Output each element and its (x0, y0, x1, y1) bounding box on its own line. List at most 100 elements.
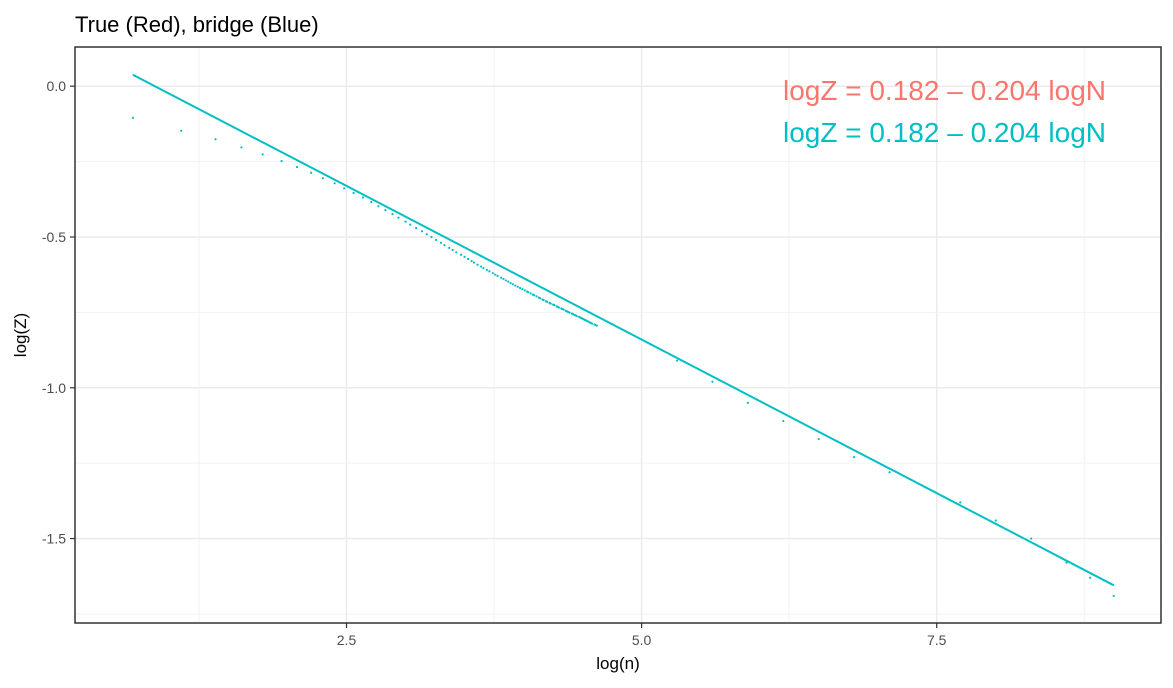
data-point (404, 220, 407, 223)
data-point (959, 501, 962, 504)
data-point (443, 244, 446, 247)
data-point (553, 304, 556, 307)
x-axis-title: log(n) (596, 654, 639, 673)
data-point (514, 284, 517, 287)
data-point (521, 288, 524, 291)
data-point (504, 279, 507, 282)
data-point (507, 280, 510, 283)
data-point (397, 216, 400, 219)
data-point (533, 294, 536, 297)
data-point (502, 277, 505, 281)
data-point (476, 263, 479, 266)
panel-border (74, 46, 1162, 624)
y-tick-label: -1.5 (42, 531, 66, 547)
data-point (479, 265, 483, 268)
equation-label-bridge: logZ = 0.182 – 0.204 logN (783, 117, 1106, 148)
data-point (472, 261, 476, 264)
axis-layer: 2.5 5.0 7.5 0.0 -0.5 -1.0 -1.5 (42, 78, 947, 648)
data-point (675, 359, 679, 362)
data-point (470, 260, 473, 263)
y-tick-label: -1.0 (42, 380, 66, 396)
data-point (295, 165, 299, 169)
data-point (430, 235, 433, 239)
data-point (482, 266, 485, 270)
fit-line (132, 73, 1115, 587)
data-point (549, 302, 552, 305)
data-point (180, 129, 183, 132)
data-point (370, 200, 373, 204)
data-point (711, 380, 714, 383)
data-point (466, 257, 470, 261)
data-point (511, 283, 515, 286)
data-point (343, 187, 346, 190)
data-point (463, 255, 466, 258)
data-point (1030, 537, 1033, 540)
y-axis-title: log(Z) (11, 313, 30, 357)
data-point (488, 270, 491, 273)
data-point (352, 191, 355, 195)
y-tick-label: -0.5 (42, 229, 66, 245)
data-point (546, 300, 549, 303)
data-point (455, 251, 458, 254)
data-point (435, 238, 438, 242)
data-point (527, 291, 530, 294)
data-point (261, 153, 264, 156)
x-tick-label: 5.0 (632, 632, 652, 648)
chart-title: True (Red), bridge (Blue) (75, 12, 319, 37)
data-point (557, 306, 561, 309)
data-point (409, 223, 412, 226)
data-point (439, 241, 443, 244)
data-point (595, 324, 598, 327)
data-point (538, 297, 542, 300)
data-point (321, 177, 324, 180)
data-point (280, 159, 283, 163)
data-point (1089, 576, 1092, 579)
data-point (562, 308, 565, 311)
equation-label-true: logZ = 0.182 – 0.204 logN (783, 75, 1106, 106)
data-point (384, 209, 387, 212)
data-point (575, 314, 578, 318)
data-point (888, 471, 891, 474)
data-point (535, 295, 538, 298)
data-point (459, 253, 463, 256)
data-point (448, 246, 451, 249)
data-point (391, 212, 394, 216)
data-point (518, 286, 522, 290)
data-point (494, 273, 497, 276)
data-point (509, 282, 512, 285)
data-point (523, 289, 526, 292)
data-point (420, 230, 424, 233)
data-point (485, 268, 489, 271)
y-tick-label: 0.0 (47, 78, 67, 94)
data-point (529, 292, 532, 295)
data-point (746, 401, 749, 404)
data-point (1112, 594, 1115, 597)
data-point (415, 226, 418, 230)
data-point (568, 311, 571, 314)
data-point (240, 146, 243, 149)
data-point (994, 519, 997, 522)
x-tick-label: 2.5 (337, 632, 357, 648)
data-layer (131, 73, 1115, 597)
data-point (496, 274, 499, 277)
data-point (500, 276, 503, 279)
data-point (214, 138, 217, 141)
data-point (542, 298, 545, 302)
data-point (516, 285, 519, 288)
annotation-layer: logZ = 0.182 – 0.204 logN logZ = 0.182 –… (783, 75, 1106, 148)
data-point (361, 196, 365, 199)
data-point (333, 182, 336, 185)
data-point (131, 116, 134, 119)
data-point (852, 456, 856, 459)
data-point (451, 248, 454, 252)
data-point (309, 171, 313, 174)
data-point (425, 233, 428, 236)
data-point (590, 322, 594, 325)
grid-lines (75, 47, 1161, 623)
data-point (817, 437, 820, 441)
data-point (377, 205, 380, 208)
x-tick-label: 7.5 (927, 632, 947, 648)
data-point (491, 272, 494, 275)
data-point (782, 419, 785, 423)
